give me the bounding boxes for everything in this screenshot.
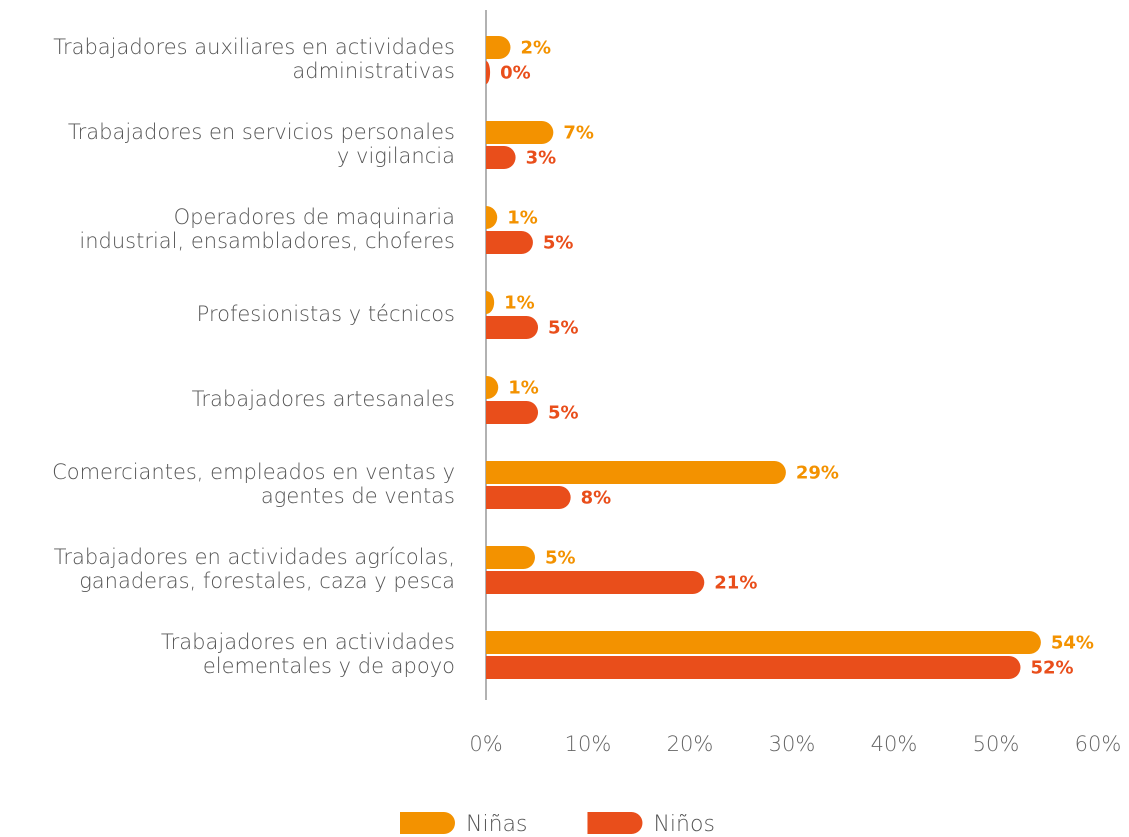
data-label: 29% [796, 463, 839, 484]
bar [486, 206, 498, 229]
category-label: administrativas [292, 59, 455, 83]
category-label: Profesionistas y técnicos [197, 302, 455, 326]
data-label: 21% [714, 573, 757, 594]
bar [486, 36, 511, 59]
category-label: Trabajadores en actividades agrícolas, [54, 545, 455, 569]
data-label: 5% [543, 233, 574, 254]
bar [486, 146, 516, 169]
data-label: 5% [548, 318, 579, 339]
bar [486, 61, 491, 84]
bar [486, 231, 533, 254]
category-label: Trabajadores auxiliares en actividades [53, 35, 455, 59]
data-label: 3% [526, 148, 557, 169]
data-label: 52% [1030, 658, 1073, 679]
legend-label: Niños [653, 812, 714, 837]
x-tick-label: 30% [769, 732, 816, 756]
data-label: 5% [545, 548, 576, 569]
category-label: elementales y de apoyo [203, 654, 455, 678]
data-label: 1% [504, 293, 535, 314]
legend-swatch [587, 812, 643, 834]
data-label: 8% [581, 488, 612, 509]
bar [486, 291, 495, 314]
x-tick-label: 40% [871, 732, 918, 756]
bar [486, 546, 535, 569]
bar [486, 486, 571, 509]
category-label: industrial, ensambladores, choferes [79, 229, 455, 253]
data-label: 7% [563, 123, 594, 144]
bar [486, 376, 499, 399]
x-tick-label: 0% [469, 732, 502, 756]
x-tick-label: 50% [973, 732, 1020, 756]
bar [486, 316, 539, 339]
bar [486, 656, 1021, 679]
data-label: 1% [508, 378, 539, 399]
x-tick-label: 20% [667, 732, 714, 756]
category-label: Trabajadores artesanales [192, 387, 455, 411]
category-label: Comerciantes, empleados en ventas y [52, 460, 455, 484]
legend-label: Niñas [466, 812, 527, 837]
bar [486, 571, 705, 594]
x-tick-label: 60% [1075, 732, 1122, 756]
category-label: Trabajadores en actividades [161, 630, 455, 654]
data-label: 1% [507, 208, 538, 229]
data-label: 5% [548, 403, 579, 424]
category-label: y vigilancia [337, 144, 455, 168]
legend-swatch [400, 812, 455, 834]
category-label: agentes de ventas [261, 484, 455, 508]
data-label: 2% [520, 38, 551, 59]
category-label: Operadores de maquinaria [174, 205, 455, 229]
bar [486, 461, 786, 484]
category-label: ganaderas, forestales, caza y pesca [79, 569, 455, 593]
bar [486, 631, 1041, 654]
data-label: 0% [500, 63, 531, 84]
bar [486, 401, 539, 424]
data-label: 54% [1051, 633, 1094, 654]
category-label: Trabajadores en servicios personales [68, 120, 455, 144]
x-tick-label: 10% [565, 732, 612, 756]
bar [486, 121, 554, 144]
